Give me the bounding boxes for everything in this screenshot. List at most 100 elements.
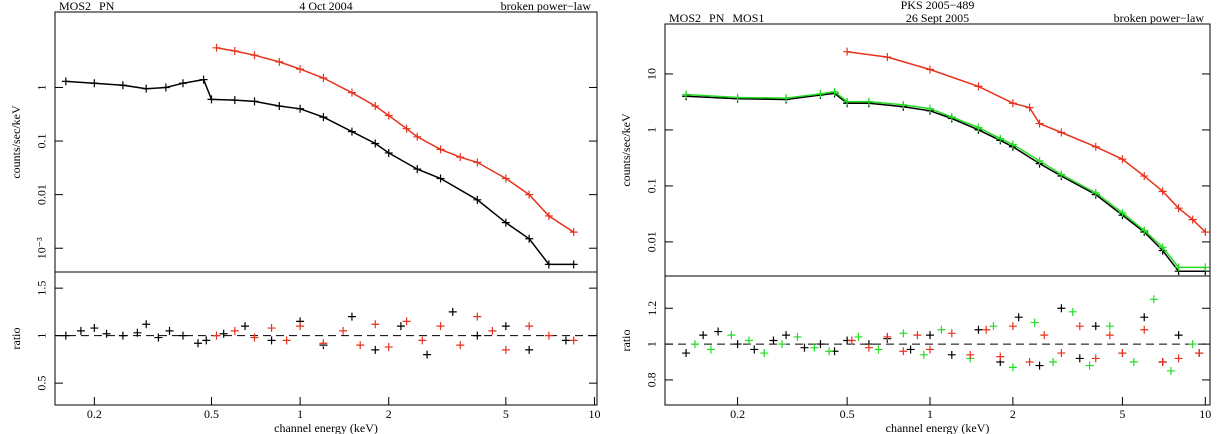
data-point [1008,363,1017,372]
x-axis-label: channel energy (keV) [886,421,990,434]
model-line [847,50,1206,233]
data-point [347,88,356,97]
data-point [1158,187,1167,196]
data-point [883,332,892,341]
data-point [347,127,356,136]
data-point [1049,358,1058,366]
data-point [1025,358,1034,366]
data-point [371,320,380,329]
data-point [1140,313,1149,322]
y-axis-label: counts/sec/keV [9,105,23,179]
data-point [1188,340,1197,349]
data-point [456,153,465,162]
data-point [275,102,284,111]
data-point [1174,331,1183,340]
model-line [216,47,575,233]
data-point [937,325,946,334]
data-point [1014,313,1023,322]
data-point [161,83,170,92]
y-tick-label: 1 [35,333,49,339]
data-point [1057,170,1066,179]
data-point [296,322,305,331]
data-point [706,345,715,354]
data-point [1140,226,1149,235]
data-point [230,46,239,55]
model-line [65,78,574,266]
data-point [230,96,239,105]
data-point [974,325,983,334]
data-point [1118,208,1127,217]
data-point [1057,349,1066,358]
data-point [525,345,534,354]
legend-entry: PN [709,11,725,25]
data-point [800,343,809,352]
data-point [207,95,216,104]
data-point [1174,204,1183,213]
data-point [682,90,691,99]
data-point [319,113,328,122]
data-point [1008,322,1017,331]
data-point [919,350,928,359]
data-point [989,322,998,331]
data-point [899,329,908,338]
y-tick-label: 10⁻³ [35,237,49,259]
x-tick-label: 1 [927,407,933,421]
y-tick-label: 1 [35,84,49,90]
data-point [1075,322,1084,331]
data-point [913,331,922,340]
data-point [1129,358,1138,366]
data-point [473,158,482,167]
data-point [733,93,742,102]
data-point [501,218,510,227]
y-tick-label: 1 [645,341,659,347]
y-tick-label: 0.8 [645,372,659,387]
data-point [61,331,70,340]
data-point [436,174,445,183]
y-axis-label: counts/sec/keV [619,113,633,187]
data-point [267,336,276,345]
data-point [371,102,380,111]
data-point [947,329,956,338]
model-annotation: broken power−law [501,0,592,13]
data-point [142,320,151,329]
data-point [926,345,935,354]
y-tick-label: 0.01 [35,184,49,205]
y-axis-label: ratio [619,330,633,352]
data-point [926,65,935,74]
model-line [686,92,1206,272]
data-point [974,82,983,91]
data-point [396,322,405,331]
data-point [296,65,305,74]
data-point [744,336,753,345]
data-point [864,97,873,106]
data-point [230,326,239,335]
data-point [1201,263,1210,272]
data-point [154,333,163,342]
data-point [473,195,482,204]
data-point [1118,349,1127,358]
data-point [727,331,736,340]
data-point [777,340,786,349]
data-point [178,79,187,88]
data-point [561,336,570,345]
data-point [241,322,250,331]
data-point [319,74,328,83]
data-point [448,307,457,316]
data-point [1091,354,1100,363]
data-point [488,326,497,335]
x-axis-label: channel energy (keV) [274,421,378,434]
y-tick-label: 1.5 [35,281,49,296]
plot-frame [54,271,598,406]
data-point [782,94,791,103]
data-point [899,100,908,109]
data-point [418,336,427,345]
data-point [883,53,892,62]
data-point [966,350,975,359]
data-point [250,97,259,106]
y-tick-label: 0.5 [35,376,49,391]
data-point [1057,128,1066,137]
data-point [371,139,380,148]
data-point [402,124,411,133]
data-point [212,331,221,340]
